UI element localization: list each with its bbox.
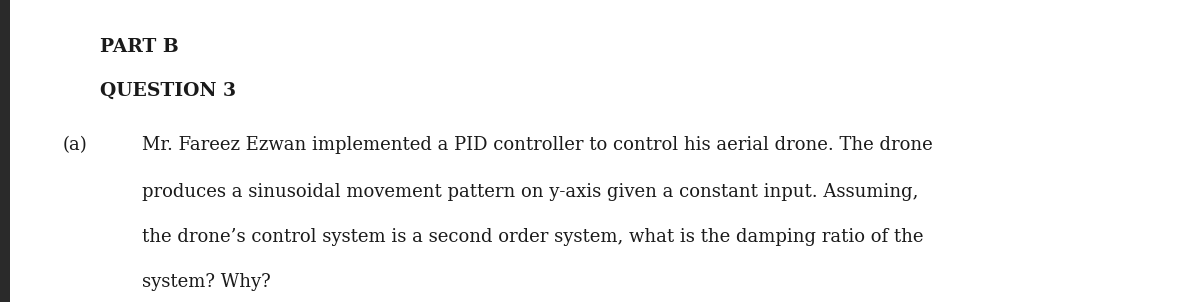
Text: (a): (a) — [62, 136, 88, 154]
Text: the drone’s control system is a second order system, what is the damping ratio o: the drone’s control system is a second o… — [142, 228, 923, 246]
Text: produces a sinusoidal movement pattern on y-axis given a constant input. Assumin: produces a sinusoidal movement pattern o… — [142, 183, 918, 201]
Text: Mr. Fareez Ezwan implemented a PID controller to control his aerial drone. The d: Mr. Fareez Ezwan implemented a PID contr… — [142, 136, 932, 154]
Bar — [0, 0, 10, 302]
Text: system? Why?: system? Why? — [142, 273, 270, 291]
Text: PART B: PART B — [100, 38, 179, 56]
Text: QUESTION 3: QUESTION 3 — [100, 82, 235, 100]
